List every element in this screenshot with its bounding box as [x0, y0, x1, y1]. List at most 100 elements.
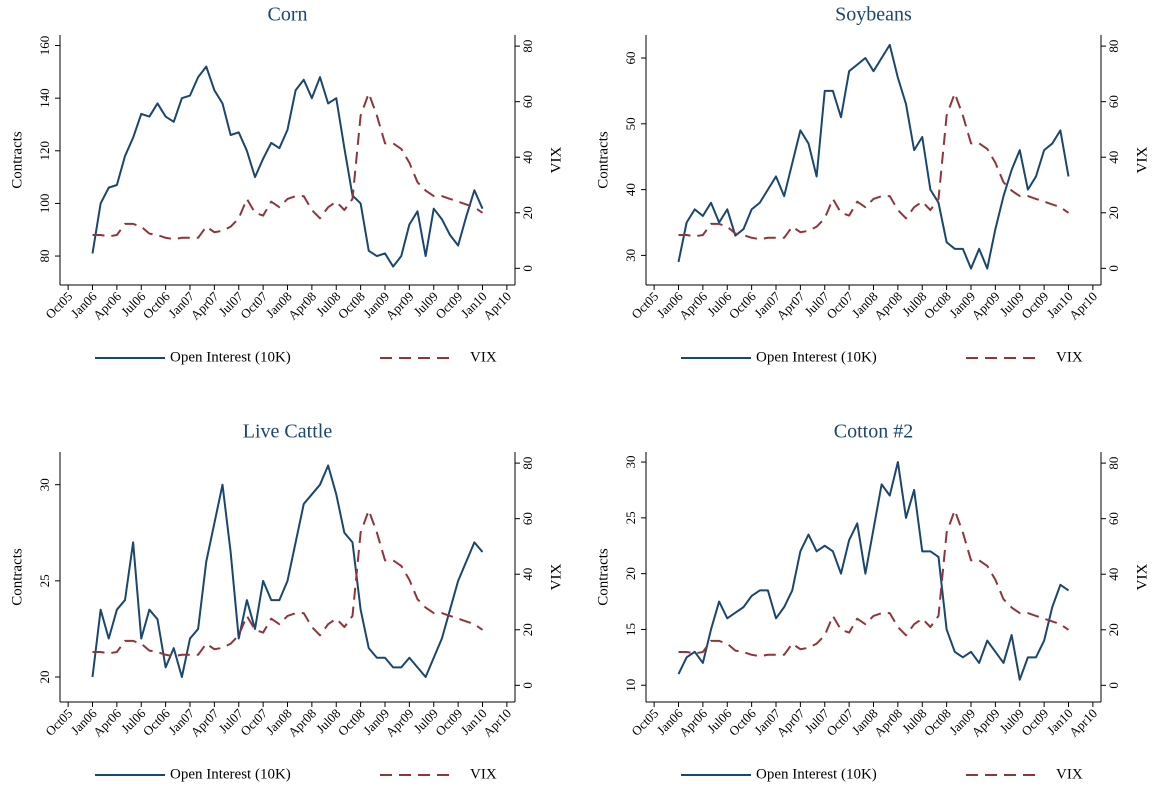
y2-tick-label: 80 — [1106, 457, 1121, 470]
panel: Corn80100120140160020406080Oct05Jan06Apr… — [9, 4, 564, 366]
y2-tick-label: 60 — [520, 95, 535, 108]
x-tick-label: Apr09 — [969, 706, 1003, 740]
x-tick-label: Apr08 — [285, 289, 319, 323]
x-tick-label: Apr06 — [676, 705, 710, 739]
y2-tick-label: 0 — [520, 265, 535, 272]
x-tick-label: Oct07 — [237, 288, 270, 321]
x-tick-label: Oct09 — [432, 706, 465, 739]
y2-axis-label: VIX — [1134, 564, 1150, 591]
y-tick-label: 10 — [623, 679, 638, 692]
x-tick-label: Apr10 — [1066, 706, 1100, 740]
panel: Live Cattle202530020406080Oct05Jan06Apr0… — [9, 421, 564, 783]
x-tick-label: Oct08 — [921, 289, 954, 322]
x-tick-label: Apr06 — [90, 288, 124, 322]
y-tick-label: 20 — [37, 671, 52, 684]
x-tick-label: Oct05 — [42, 289, 75, 322]
panel: Soybeans30405060020406080Oct05Jan06Apr06… — [595, 4, 1150, 366]
x-tick-label: Oct07 — [237, 705, 270, 738]
x-tick-label: Apr09 — [383, 289, 417, 323]
y2-tick-label: 40 — [520, 568, 535, 581]
legend-label: Open Interest (10K) — [170, 766, 291, 782]
y2-tick-label: 40 — [520, 151, 535, 164]
series-line — [92, 509, 484, 658]
x-tick-label: Apr08 — [871, 289, 905, 323]
x-tick-label: Apr06 — [90, 705, 124, 739]
y2-axis-label: VIX — [1134, 147, 1150, 174]
chart-title: Live Cattle — [243, 421, 333, 443]
y2-tick-label: 0 — [1106, 682, 1121, 689]
y-tick-label: 140 — [37, 88, 52, 108]
legend-label: Open Interest (10K) — [756, 766, 877, 782]
x-tick-label: Oct09 — [432, 289, 465, 322]
legend-label: VIX — [1056, 349, 1083, 365]
y2-axis-label: VIX — [548, 564, 564, 591]
legend-label: VIX — [470, 766, 497, 782]
x-tick-label: Oct05 — [628, 706, 661, 739]
y-tick-label: 30 — [623, 249, 638, 262]
x-tick-label: Apr07 — [774, 705, 808, 739]
y-axis-label: Contracts — [9, 548, 25, 606]
y-tick-label: 15 — [623, 623, 638, 636]
x-tick-label: Apr08 — [285, 706, 319, 740]
legend-label: VIX — [470, 349, 497, 365]
x-tick-label: Oct05 — [628, 289, 661, 322]
x-tick-label: Oct09 — [1018, 706, 1051, 739]
y2-tick-label: 60 — [1106, 95, 1121, 108]
x-tick-label: Apr07 — [774, 288, 808, 322]
y-tick-label: 100 — [37, 194, 52, 214]
y2-tick-label: 0 — [520, 682, 535, 689]
chart-title: Corn — [268, 4, 308, 26]
y-tick-label: 50 — [623, 117, 638, 130]
series-line — [678, 509, 1070, 658]
y2-tick-label: 60 — [1106, 512, 1121, 525]
y2-tick-label: 80 — [1106, 40, 1121, 53]
x-tick-label: Apr08 — [871, 706, 905, 740]
y2-tick-label: 40 — [1106, 568, 1121, 581]
y2-tick-label: 20 — [520, 623, 535, 636]
x-tick-label: Oct06 — [726, 288, 759, 321]
y-tick-label: 160 — [37, 36, 52, 56]
x-tick-label: Oct08 — [921, 706, 954, 739]
series-line — [91, 65, 484, 268]
y2-tick-label: 0 — [1106, 265, 1121, 272]
chart-title: Cotton #2 — [834, 421, 913, 443]
y-tick-label: 40 — [623, 183, 638, 196]
series-line — [677, 43, 1070, 270]
y2-tick-label: 20 — [1106, 623, 1121, 636]
y-axis-label: Contracts — [595, 131, 611, 189]
x-tick-label: Apr09 — [969, 289, 1003, 323]
x-tick-label: Oct06 — [140, 288, 173, 321]
x-tick-label: Oct07 — [823, 705, 856, 738]
x-tick-label: Apr07 — [188, 288, 222, 322]
y2-tick-label: 80 — [520, 40, 535, 53]
x-tick-label: Oct06 — [726, 705, 759, 738]
y-tick-label: 60 — [623, 52, 638, 65]
legend-label: VIX — [1056, 766, 1083, 782]
series-line — [677, 461, 1070, 681]
y2-tick-label: 80 — [520, 457, 535, 470]
y-axis-label: Contracts — [595, 548, 611, 606]
y-tick-label: 120 — [37, 141, 52, 161]
series-line — [678, 92, 1070, 241]
y2-tick-label: 40 — [1106, 151, 1121, 164]
y-tick-label: 25 — [623, 511, 638, 524]
chart-title: Soybeans — [835, 4, 912, 26]
series-line — [91, 464, 484, 678]
x-tick-label: Oct07 — [823, 288, 856, 321]
x-tick-label: Apr09 — [383, 706, 417, 740]
legend-label: Open Interest (10K) — [170, 349, 291, 365]
panel: Cotton #21015202530020406080Oct05Jan06Ap… — [595, 421, 1150, 783]
y2-tick-label: 60 — [520, 512, 535, 525]
y-tick-label: 30 — [37, 478, 52, 491]
x-tick-label: Apr06 — [676, 288, 710, 322]
y-tick-label: 80 — [37, 250, 52, 263]
legend-label: Open Interest (10K) — [756, 349, 877, 365]
x-tick-label: Oct09 — [1018, 289, 1051, 322]
y2-tick-label: 20 — [520, 206, 535, 219]
x-tick-label: Oct05 — [42, 706, 75, 739]
y2-axis-label: VIX — [548, 147, 564, 174]
y-tick-label: 30 — [623, 456, 638, 469]
y-tick-label: 25 — [37, 574, 52, 587]
y-axis-label: Contracts — [9, 131, 25, 189]
